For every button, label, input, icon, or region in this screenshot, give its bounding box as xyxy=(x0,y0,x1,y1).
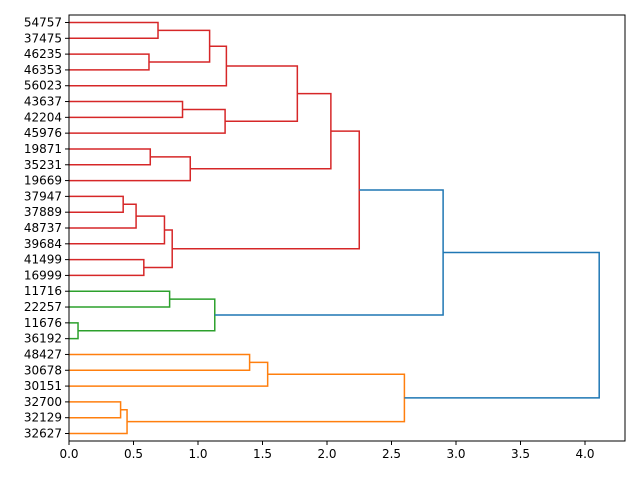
x-tick-label: 3.5 xyxy=(511,447,530,461)
dendrogram-link-c25 xyxy=(404,251,600,399)
leaf-label: 37889 xyxy=(24,205,62,219)
leaf-label: 19871 xyxy=(24,142,62,156)
x-tick-label: 4.0 xyxy=(575,447,594,461)
leaf-label: 22257 xyxy=(24,300,62,314)
leaf-label: 36192 xyxy=(24,332,62,346)
dendrogram-link-c3 xyxy=(69,45,228,87)
leaf-label: 11716 xyxy=(24,284,62,298)
leaf-label: 32129 xyxy=(24,411,62,425)
dendrogram-link-c22 xyxy=(69,401,122,419)
leaf-label: 42204 xyxy=(24,110,62,124)
dendrogram-link-c18 xyxy=(78,298,216,332)
x-tick-label: 1.0 xyxy=(188,447,207,461)
leaf-label: 43637 xyxy=(24,95,62,109)
dendrogram-link-c9 xyxy=(190,92,332,170)
leaf-label: 32700 xyxy=(24,395,62,409)
dendrogram-link-c16 xyxy=(69,290,171,308)
x-tick-label: 2.5 xyxy=(382,447,401,461)
dendrogram-link-c23 xyxy=(69,409,128,435)
dendrogram-link-c20 xyxy=(69,353,251,372)
dendrogram-link-c1 xyxy=(69,53,150,71)
leaf-label: 46235 xyxy=(24,47,62,61)
leaf-label: 30151 xyxy=(24,379,62,393)
dendrogram-link-c17 xyxy=(69,322,79,340)
dendrogram-link-c6 xyxy=(225,65,299,123)
x-tick-label: 0.0 xyxy=(59,447,78,461)
leaf-label: 37947 xyxy=(24,189,62,203)
dendrogram-link-c14 xyxy=(143,229,173,269)
leaf-label: 35231 xyxy=(24,158,62,172)
leaf-label: 46353 xyxy=(24,63,62,77)
dendrogram-link-c11 xyxy=(69,203,137,229)
dendrogram-links xyxy=(69,21,600,435)
dendrogram-link-c7 xyxy=(69,148,152,166)
leaf-label: 54757 xyxy=(24,16,62,30)
x-tick-label: 2.0 xyxy=(317,447,336,461)
axes-frame xyxy=(68,14,626,442)
leaf-label: 37475 xyxy=(24,31,62,45)
leaf-label: 19669 xyxy=(24,174,62,188)
dendrogram-link-c19 xyxy=(214,189,444,316)
dendrogram-link-c8 xyxy=(69,156,192,182)
leaf-label: 16999 xyxy=(24,268,62,282)
dendrogram-link-c12 xyxy=(69,215,166,245)
dendrogram-link-c0 xyxy=(69,21,159,40)
leaf-label: 48737 xyxy=(24,221,62,235)
leaf-label: 41499 xyxy=(24,253,62,267)
dendrogram-link-c15 xyxy=(172,130,361,250)
x-tick-label: 3.0 xyxy=(446,447,465,461)
leaf-label: 39684 xyxy=(24,237,62,251)
leaf-label: 11676 xyxy=(24,316,62,330)
leaf-label: 48427 xyxy=(24,347,62,361)
x-tick-label: 1.5 xyxy=(253,447,272,461)
dendrogram-link-c5 xyxy=(69,108,226,134)
leaf-label: 30678 xyxy=(24,363,62,377)
leaf-label: 45976 xyxy=(24,126,62,140)
dendrogram-link-c4 xyxy=(69,100,184,119)
x-tick-label: 0.5 xyxy=(124,447,143,461)
dendrogram-link-c10 xyxy=(69,195,124,213)
dendrogram-link-c13 xyxy=(69,258,145,277)
x-axis-ticks: 0.0 0.5 1.0 1.5 2.0 2.5 3.0 3.5 4.0 xyxy=(59,441,595,461)
leaf-label: 56023 xyxy=(24,79,62,93)
dendrogram-link-c21 xyxy=(69,361,269,387)
dendrogram-link-c24 xyxy=(127,373,406,423)
leaf-label: 32627 xyxy=(24,427,62,441)
